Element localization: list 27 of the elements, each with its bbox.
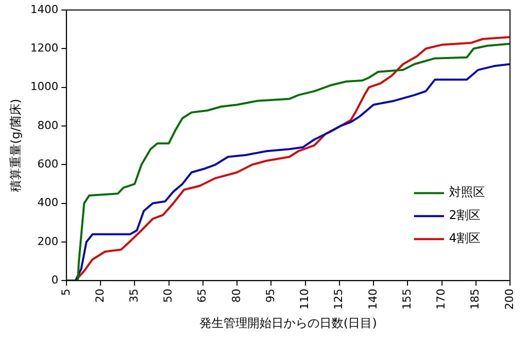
x-tick-label: 95 <box>264 288 277 303</box>
y-tick-label: 400 <box>37 196 58 210</box>
x-tick-label: 110 <box>298 288 312 310</box>
legend-label: 対照区 <box>449 185 485 200</box>
x-tick-label: 80 <box>230 288 243 303</box>
y-tick-label: 0 <box>51 273 58 286</box>
legend-label: 4割区 <box>449 231 481 246</box>
legend-label: 2割区 <box>449 208 481 222</box>
y-axis-title: 積算重量(g/菌床) <box>8 98 22 192</box>
x-tick-label: 170 <box>434 288 448 310</box>
y-tick-label: 200 <box>37 234 58 248</box>
x-tick-label: 35 <box>128 288 140 303</box>
y-tick-label: 800 <box>37 118 58 132</box>
x-tick-label: 65 <box>196 288 209 303</box>
x-tick-label: 155 <box>400 288 414 310</box>
x-tick-label: 20 <box>93 288 106 303</box>
x-tick-label: 200 <box>502 288 516 310</box>
x-tick-label: 125 <box>332 288 346 310</box>
x-axis-title: 発生管理開始日からの日数(日目) <box>200 316 377 330</box>
y-tick-label: 600 <box>37 157 58 170</box>
y-tick-label: 1000 <box>30 80 58 94</box>
x-tick-label: 5 <box>59 288 72 296</box>
y-tick-label: 1200 <box>30 42 58 55</box>
x-tick-label: 185 <box>468 288 482 310</box>
x-tick-label: 50 <box>162 288 175 303</box>
x-tick-label: 140 <box>366 288 380 310</box>
y-tick-label: 1400 <box>30 2 58 16</box>
